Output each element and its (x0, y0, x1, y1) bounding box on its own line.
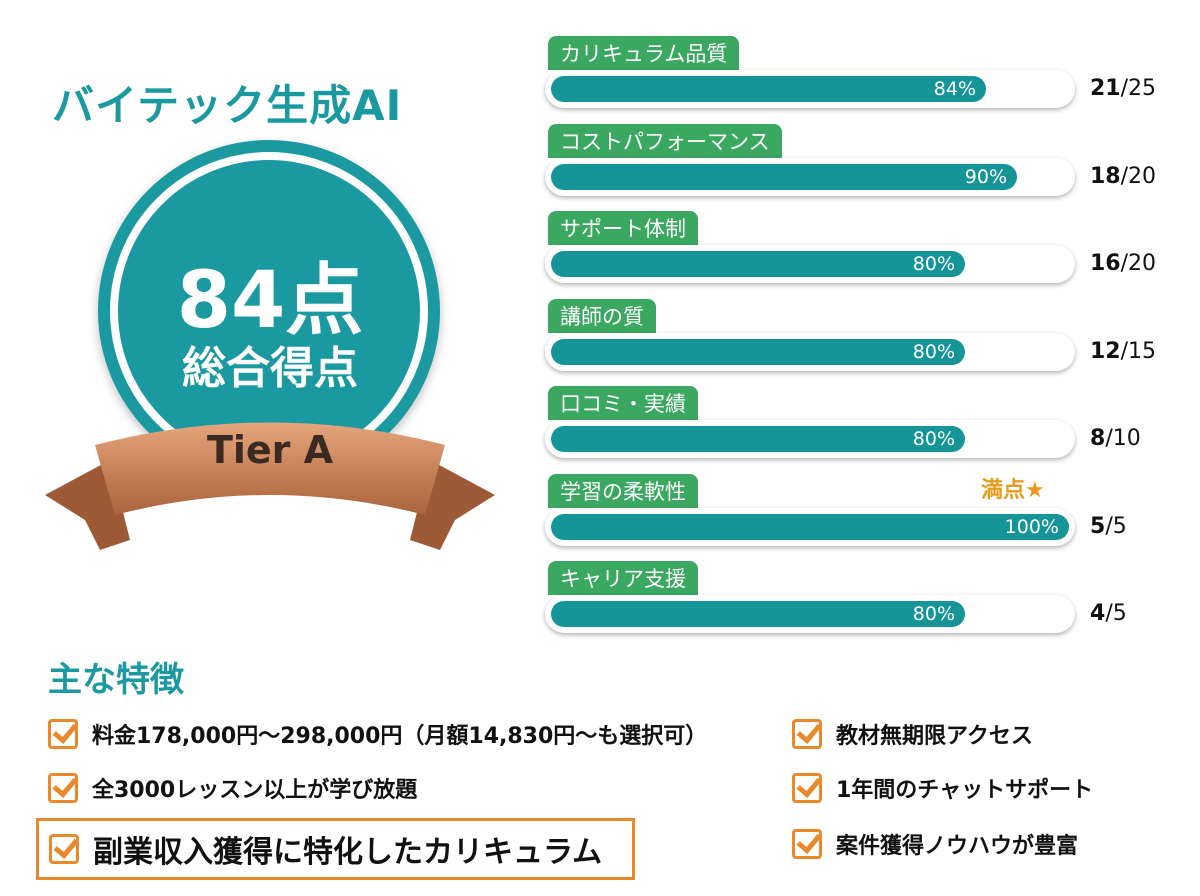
category-label: 学習の柔軟性 (548, 473, 698, 508)
bar-track: 80% (545, 420, 1075, 458)
bar-track: 84% (545, 70, 1075, 108)
score-row: 学習の柔軟性 100% 5/5 満点★ (545, 473, 1185, 564)
feature-text: 教材無期限アクセス (836, 724, 1033, 749)
score-max: /15 (1120, 338, 1157, 364)
ribbon (45, 422, 495, 550)
bar-fill: 80% (551, 251, 965, 277)
checkbox-icon (48, 773, 78, 803)
score-fraction: 5/5 (1090, 514, 1165, 539)
score-max: /20 (1120, 251, 1157, 276)
feature-item-highlight: 副業収入獲得に特化したカリキュラム (36, 818, 636, 880)
score-got: 18 (1090, 163, 1121, 189)
category-label: 講師の質 (548, 298, 656, 333)
score-got: 21 (1090, 76, 1121, 101)
category-label: 口コミ・実績 (548, 386, 698, 420)
page-title: バイテック生成AI (52, 81, 403, 130)
score-row: コストパフォーマンス 90% 18/20 (545, 123, 1185, 214)
score-fraction: 12/15 (1090, 339, 1165, 364)
bar-fill: 84% (551, 76, 986, 102)
score-fraction: 4/5 (1090, 601, 1165, 626)
bar-track: 80% (545, 245, 1075, 283)
score-row: サポート体制 80% 16/20 (545, 211, 1185, 301)
score-max: /5 (1105, 601, 1127, 626)
score-fraction: 18/20 (1090, 164, 1165, 189)
feature-text: 案件獲得ノウハウが豊富 (836, 834, 1079, 859)
bar-track: 90% (545, 157, 1075, 196)
bar-fill: 80% (551, 426, 965, 452)
score-fraction: 8/10 (1090, 426, 1165, 451)
bar-fill: 100% (551, 513, 1069, 540)
score-max: /20 (1120, 163, 1157, 189)
bar-fill: 90% (551, 163, 1017, 190)
checkbox-icon (792, 773, 822, 803)
feature-text: 1年間のチャットサポート (836, 778, 1094, 803)
full-score-annotation: 満点★ (981, 477, 1045, 503)
category-label: カリキュラム品質 (548, 36, 740, 70)
checkbox-icon (48, 719, 78, 749)
score-row: キャリア支援 80% 4/5 (545, 561, 1185, 651)
feature-text: 全3000レッスン以上が学び放題 (92, 778, 418, 803)
score-fraction: 16/20 (1090, 251, 1165, 276)
bar-fill: 80% (551, 601, 965, 627)
score-max: /5 (1105, 513, 1127, 539)
feature-text: 副業収入獲得に特化したカリキュラム (93, 835, 603, 870)
score-max: /25 (1120, 76, 1157, 101)
score-row: 口コミ・実績 80% 8/10 (545, 386, 1185, 476)
tier-label: Tier A (206, 428, 334, 472)
features-heading: 主な特徴 (48, 660, 184, 700)
checkbox-icon (792, 719, 822, 749)
bar-track: 80% (545, 332, 1075, 371)
feature-item: 教材無期限アクセス (792, 718, 1033, 750)
total-score: 84点 (176, 256, 364, 346)
bar-fill: 80% (551, 338, 965, 365)
feature-item: 1年間のチャットサポート (792, 772, 1093, 804)
category-label: キャリア支援 (548, 561, 698, 595)
bar-track: 80% (545, 595, 1075, 633)
score-got: 8 (1090, 426, 1106, 451)
score-got: 12 (1090, 338, 1121, 364)
feature-item: 料金178,000円〜298,000円（月額14,830円〜も選択可） (48, 718, 707, 750)
score-got: 5 (1090, 513, 1106, 539)
score-max: /10 (1105, 426, 1141, 451)
score-fraction: 21/25 (1090, 76, 1165, 101)
total-score-label: 総合得点 (182, 343, 358, 394)
score-badge (98, 140, 440, 482)
category-label: サポート体制 (548, 211, 698, 245)
score-row: カリキュラム品質 84% 21/25 (545, 36, 1185, 126)
score-got: 4 (1090, 601, 1106, 626)
feature-item: 全3000レッスン以上が学び放題 (48, 772, 417, 804)
feature-item: 案件獲得ノウハウが豊富 (792, 828, 1078, 860)
feature-text: 料金178,000円〜298,000円（月額14,830円〜も選択可） (92, 724, 708, 749)
score-row: 講師の質 80% 12/15 (545, 298, 1185, 389)
bar-track: 100% (545, 507, 1075, 546)
checkbox-icon (49, 834, 79, 864)
category-label: コストパフォーマンス (548, 123, 782, 158)
checkbox-icon (792, 829, 822, 859)
score-got: 16 (1090, 251, 1121, 276)
